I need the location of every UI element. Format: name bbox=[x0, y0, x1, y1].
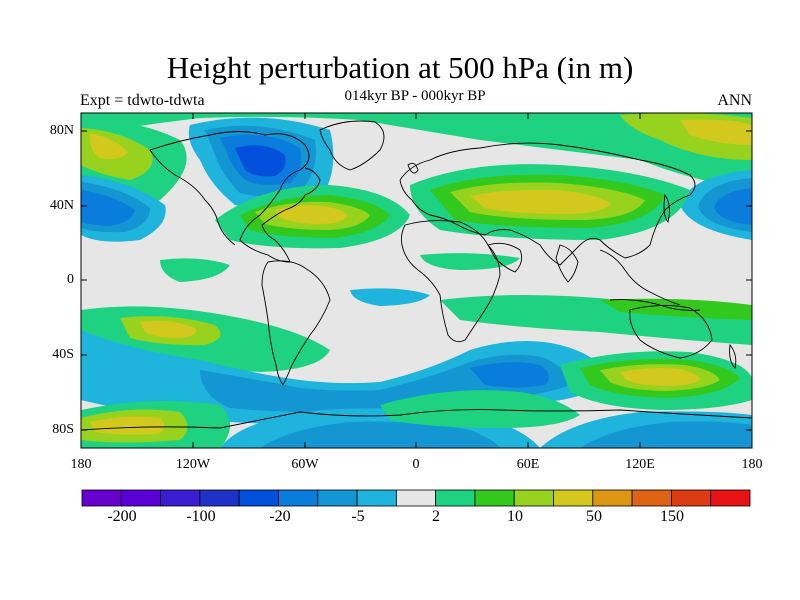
colorbar-label: 2 bbox=[432, 508, 440, 525]
colorbar-label: -5 bbox=[351, 508, 365, 525]
colorbar-box bbox=[238, 489, 279, 507]
colorbar-box bbox=[553, 489, 594, 507]
lon-tick-120w: 120W bbox=[175, 457, 211, 472]
colorbar-box bbox=[671, 489, 712, 507]
plot-title: Height perturbation at 500 hPa (in m) bbox=[166, 50, 634, 85]
colorbar-box bbox=[631, 489, 672, 507]
lat-tick-40s: 40S bbox=[52, 347, 74, 362]
colorbar bbox=[81, 489, 751, 507]
tick-marks bbox=[81, 113, 752, 448]
lat-tick-80s: 80S bbox=[52, 422, 74, 437]
lon-tick-180w: 180 bbox=[70, 457, 92, 472]
lon-tick-180e: 180 bbox=[741, 457, 763, 472]
colorbar-box bbox=[120, 489, 161, 507]
contour-field bbox=[81, 113, 752, 448]
colorbar-box bbox=[395, 489, 437, 507]
colorbar-label: 50 bbox=[586, 508, 602, 525]
colorbar-label: 150 bbox=[660, 508, 684, 525]
colorbar-label: -100 bbox=[186, 508, 216, 525]
colorbar-label: 10 bbox=[507, 508, 523, 525]
plot-subtitle: 014kyr BP - 000kyr BP bbox=[344, 88, 486, 104]
colorbar-box bbox=[160, 489, 201, 507]
colorbar-box bbox=[356, 489, 397, 507]
colorbar-box bbox=[435, 489, 476, 507]
lat-tick-0: 0 bbox=[67, 272, 74, 287]
colorbar-box bbox=[81, 489, 122, 507]
lon-tick-60w: 60W bbox=[291, 457, 319, 472]
lon-tick-120e: 120E bbox=[625, 457, 655, 472]
season-label: ANN bbox=[717, 92, 752, 109]
colorbar-label: -200 bbox=[107, 508, 137, 525]
lat-tick-40n: 40N bbox=[49, 198, 74, 213]
experiment-label: Expt = tdwto-tdwta bbox=[80, 92, 205, 109]
colorbar-box bbox=[317, 489, 358, 507]
colorbar-box bbox=[513, 489, 554, 507]
lon-tick-0: 0 bbox=[412, 457, 420, 472]
colorbar-box bbox=[474, 489, 515, 507]
colorbar-box bbox=[710, 489, 751, 507]
colorbar-box bbox=[592, 489, 633, 507]
lat-tick-80n: 80N bbox=[49, 123, 74, 138]
colorbar-box bbox=[199, 489, 240, 507]
coastlines bbox=[81, 120, 752, 431]
colorbar-label: -20 bbox=[269, 508, 291, 525]
colorbar-box bbox=[278, 489, 319, 507]
lon-tick-60e: 60E bbox=[516, 457, 540, 472]
